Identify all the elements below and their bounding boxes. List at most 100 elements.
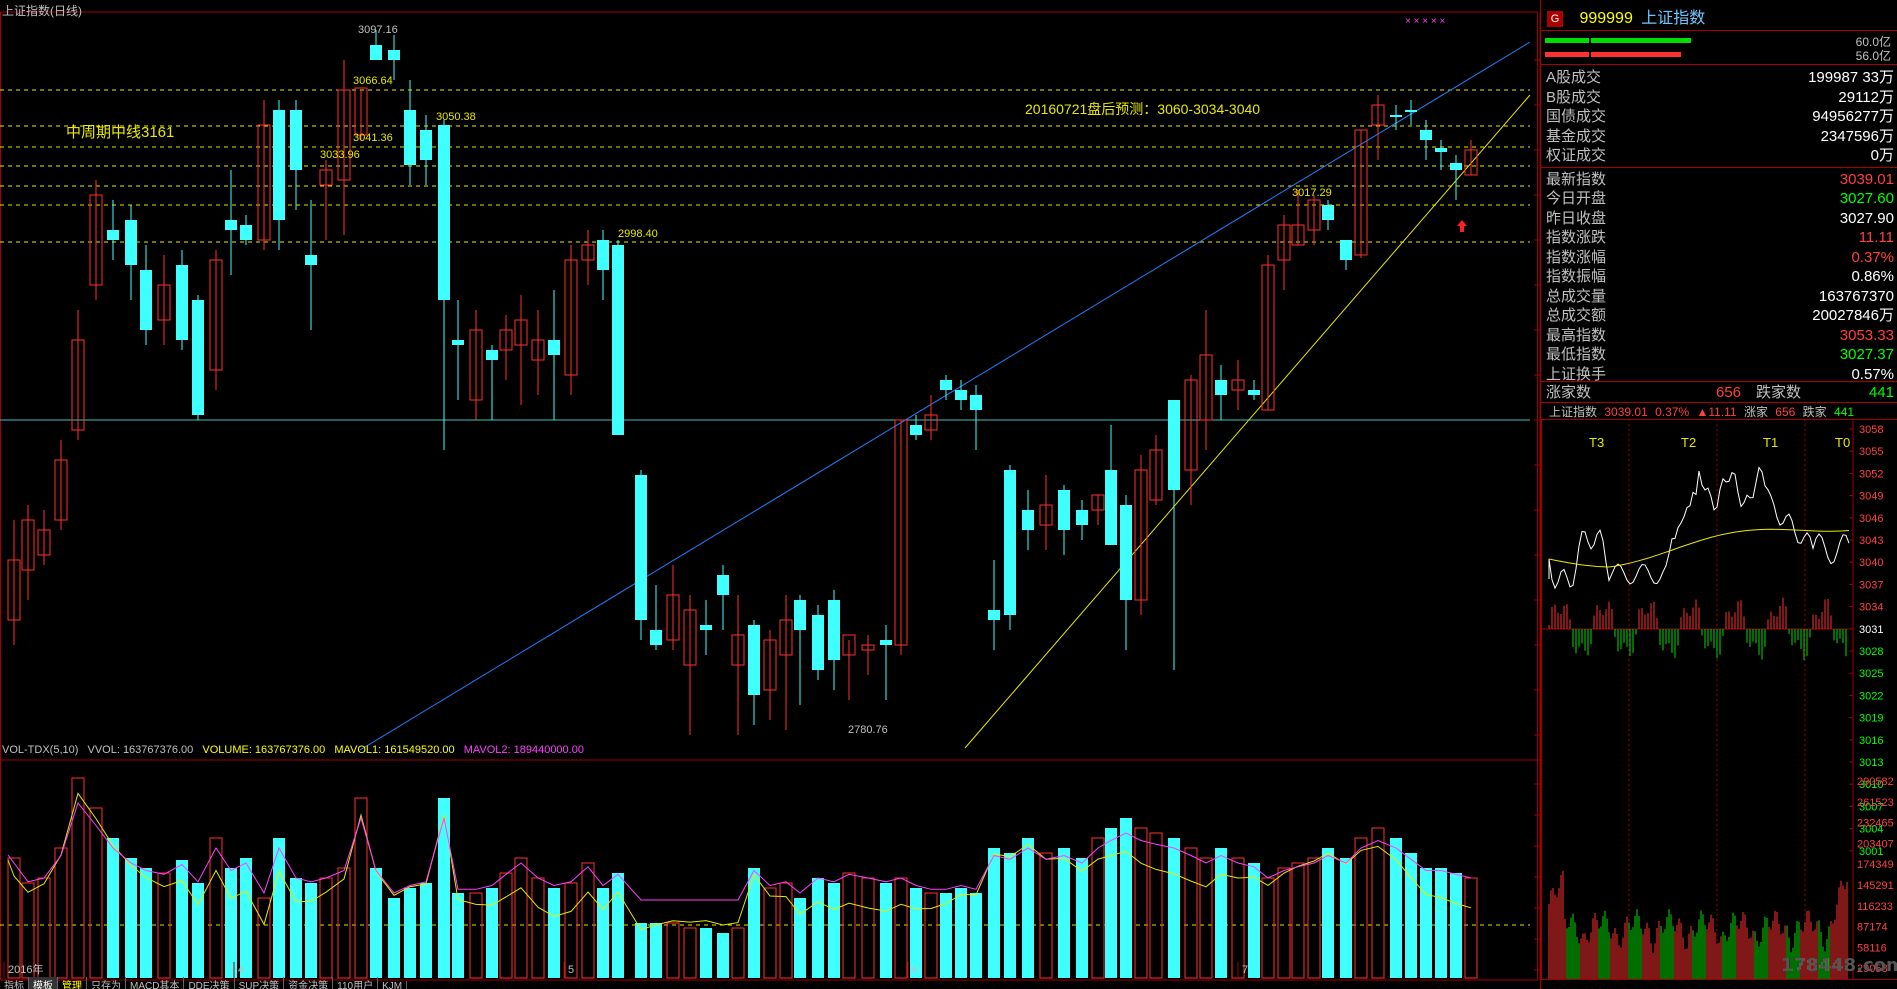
price-annotation: 3050.38 [436, 111, 476, 123]
volume-bar [955, 888, 967, 978]
candle-body [157, 284, 171, 321]
candle-body [7, 559, 21, 621]
intraday-tick-label: 3049 [1859, 491, 1883, 503]
stat-row: 最高指数 3053.33 [1546, 326, 1894, 345]
volume-bar [1450, 873, 1462, 978]
stat-value: 11.11 [1858, 229, 1894, 246]
stat-value: 199987 33万 [1808, 69, 1894, 86]
kline-chart-area[interactable]: 3080306030403020300029802960294029202900… [0, 0, 1540, 989]
stat-label: 指数涨跌 [1546, 229, 1607, 246]
stat-value: 3053.33 [1839, 326, 1894, 344]
candle-body [910, 425, 922, 435]
volume-bar [683, 927, 697, 979]
candle-body [1464, 149, 1478, 176]
volume-bar [842, 872, 856, 979]
volume-bar [812, 878, 824, 978]
stat-label: 总成交量 [1546, 287, 1607, 305]
candle-body [273, 110, 285, 220]
candle-body [107, 230, 119, 240]
divider [1541, 402, 1897, 403]
volume-bar [499, 872, 513, 979]
intraday-vol-tick-label: 29058 [1857, 963, 1888, 975]
bottom-tab[interactable]: 指标 [0, 977, 29, 989]
volume-bar [1184, 847, 1198, 979]
candle-body [54, 459, 68, 521]
candle-body [438, 125, 450, 300]
volume-bar [209, 837, 223, 979]
candle-body [1261, 264, 1275, 411]
stat-row: 昨日收盘 3027.90 [1546, 209, 1894, 228]
candle-body [21, 519, 35, 571]
intraday-vol-tick-label: 116233 [1857, 901, 1893, 913]
candle-body [71, 339, 85, 431]
kline-chart-svg[interactable]: 3080306030403020300029802960294029202900… [0, 0, 1540, 989]
intraday-tick-label: 3052 [1859, 468, 1883, 480]
volume-bar [548, 888, 560, 978]
volume-bar [438, 798, 450, 978]
volume-bar [240, 858, 252, 978]
volume-bar [1004, 853, 1016, 978]
volume-bar [107, 838, 119, 978]
intraday-chart[interactable]: 3058 3055 3052 3049 3046 3043 3040 3037 3034 3031… [1541, 419, 1897, 989]
vol-indicator-name: VOL-TDX(5,10) [2, 744, 79, 756]
volume-bar [924, 892, 938, 979]
midline-note: 中周期中线3161 [66, 124, 174, 141]
intraday-up: 656 [1775, 405, 1796, 419]
intraday-vol-tick-label: 232465 [1857, 818, 1894, 830]
candle-body [140, 270, 152, 330]
intraday-vol-tick-label: 290582 [1857, 776, 1894, 788]
candle-body [794, 600, 806, 630]
stat-label: 指数振幅 [1546, 268, 1607, 285]
volume-bar [1039, 852, 1053, 979]
intraday-tick-label: 3004 [1859, 824, 1883, 836]
candle-body [1291, 224, 1305, 246]
x-axis-label: 2016年 [8, 962, 43, 976]
bar-value-2: 56.0亿 [1855, 49, 1891, 63]
stat-value: 0.37% [1851, 248, 1894, 266]
candle-body [354, 87, 368, 136]
candle-body [420, 130, 432, 160]
volume-bar [273, 838, 285, 978]
candle-body [1307, 199, 1321, 231]
high-marker: 3097.16 [358, 24, 398, 36]
candle-body [1004, 470, 1016, 615]
bottom-tab[interactable]: MACD其本 [126, 977, 185, 989]
intraday-tick-label: 3046 [1859, 513, 1883, 525]
bottom-tab[interactable]: 资金决策 [284, 977, 334, 989]
signal-markers: × × × × × [1405, 16, 1445, 27]
quote-side-panel: G 999999 上证指数 60.0亿 56.0亿 A股成交 199987 33万… [1540, 0, 1897, 989]
bottom-tab[interactable]: 只存为 [87, 977, 126, 989]
candle-body [257, 124, 271, 241]
volume-bar [157, 872, 171, 979]
volume-bar [1322, 848, 1334, 978]
candle-body [176, 265, 188, 340]
bottom-tab[interactable]: SUP决策 [235, 977, 285, 989]
volume-bar [635, 923, 647, 978]
bottom-tab[interactable]: 模板 [29, 977, 58, 989]
bottom-tab[interactable]: KJM [378, 981, 408, 989]
volume-bar [581, 862, 595, 979]
candle-body [779, 619, 793, 656]
bottom-tab[interactable]: 110用户 [333, 977, 379, 989]
candle-body [1371, 104, 1385, 126]
volume-bar [748, 868, 760, 978]
candle-body [531, 339, 545, 361]
candle-body [940, 380, 952, 390]
volume-bar [700, 928, 712, 978]
volume-bar [731, 927, 745, 979]
trend-line-blue [359, 41, 1531, 751]
stat-row: 上证换手 0.57% [1546, 365, 1894, 384]
group-icon[interactable]: G [1547, 10, 1563, 27]
volume-bar [7, 857, 21, 979]
volume-bar [1354, 837, 1368, 979]
decline-count: 441 [1868, 384, 1894, 401]
bottom-tab[interactable]: DDE决策 [184, 977, 235, 989]
index-name: 上证指数 [1641, 10, 1706, 27]
volume-bar [779, 882, 793, 979]
bottom-tab[interactable]: 管理 [58, 977, 87, 989]
volume-bar [1277, 867, 1291, 979]
stat-row: 指数涨幅 0.37% [1546, 248, 1894, 267]
intraday-tick-label: 3043 [1859, 535, 1883, 547]
candle-body [514, 319, 528, 346]
bottom-tab-bar: 指标 模板 管理 只存为 MACD其本 DDE决策 SUP决策 资金决策 110用户 KJM [0, 977, 408, 989]
